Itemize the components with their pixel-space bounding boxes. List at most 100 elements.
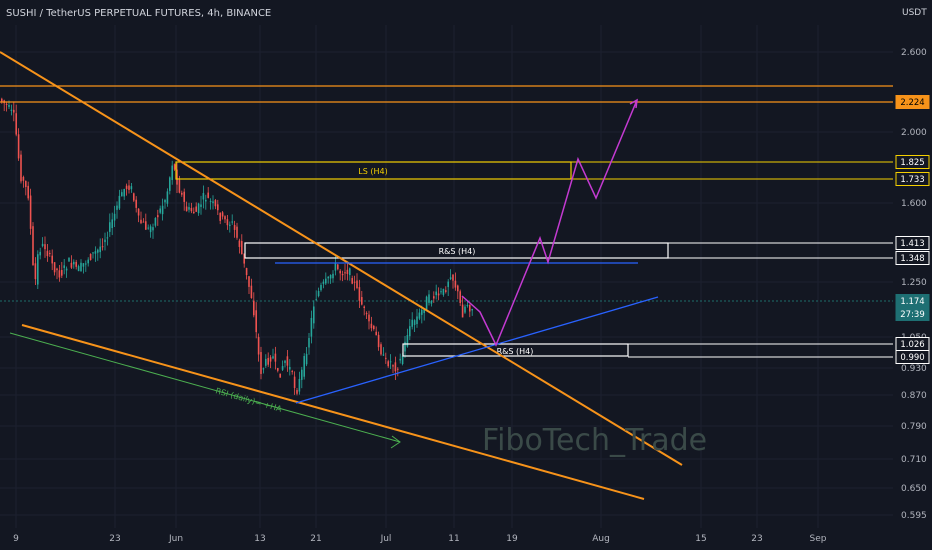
y-tick-label: 0.870: [901, 391, 927, 401]
candle-body: [22, 176, 25, 181]
price-badge-label: 1.026: [900, 340, 924, 350]
candle-body: [97, 249, 99, 253]
zone-box: [402, 343, 629, 357]
candle-body: [46, 250, 49, 257]
candle-body: [1, 98, 3, 102]
candle-body: [53, 262, 56, 273]
candle-body: [327, 276, 329, 279]
price-badge: [895, 251, 930, 265]
candle-body: [32, 226, 34, 266]
candle-body: [202, 193, 205, 200]
currency-label: USDT: [902, 8, 927, 18]
candle-body: [382, 354, 385, 356]
candle-body: [397, 368, 399, 370]
candle-body: [286, 356, 289, 366]
descending-trendline-upper: [0, 51, 683, 466]
candle-body: [51, 255, 53, 264]
y-tick-label: 0.790: [901, 422, 927, 432]
candle-body: [34, 263, 37, 280]
candle-body: [245, 267, 248, 275]
candle-body: [161, 205, 164, 215]
watermark: FiboTech_Trade: [482, 423, 707, 458]
candle-body: [193, 211, 195, 214]
candle-body: [58, 270, 61, 278]
candle-body: [221, 212, 224, 217]
candle-body: [241, 241, 243, 255]
candle-body: [123, 189, 125, 197]
candle-body: [89, 254, 92, 261]
candle-body: [339, 270, 341, 274]
candle-body: [68, 257, 70, 262]
candle-body: [219, 212, 221, 221]
candle-body: [188, 207, 190, 210]
candle-body: [413, 320, 416, 325]
candle-body: [116, 205, 118, 210]
candle-body: [423, 309, 425, 314]
candle-body: [130, 186, 133, 190]
candle-body: [113, 213, 116, 221]
candle-body: [135, 199, 137, 208]
candle-body: [154, 217, 157, 226]
candle-body: [236, 226, 238, 238]
candle-body: [281, 366, 284, 370]
x-tick-label: 11: [448, 534, 459, 544]
candle-body: [101, 246, 104, 248]
candle-body: [10, 109, 13, 111]
candle-body: [344, 272, 346, 274]
candle-body: [75, 261, 77, 267]
x-tick-label: Jul: [380, 534, 392, 544]
candle-body: [166, 191, 169, 204]
candle-body: [461, 304, 464, 318]
candle-body: [70, 262, 73, 268]
candle-body: [181, 192, 183, 195]
candle-body: [94, 251, 97, 254]
candle-body: [459, 291, 461, 303]
candle-body: [399, 358, 401, 361]
y-tick-label: 0.650: [901, 484, 927, 494]
candle-body: [313, 306, 315, 324]
candle-body: [106, 237, 109, 239]
candle-body: [411, 319, 413, 327]
candle-body: [260, 352, 262, 374]
candle-body: [375, 331, 377, 336]
candle-body: [346, 269, 349, 274]
y-tick-label: 0.710: [901, 455, 927, 465]
x-tick-label: 23: [109, 534, 120, 544]
x-tick-label: 13: [254, 534, 265, 544]
price-badge-label: 1.413: [900, 239, 924, 249]
candle-body: [329, 274, 332, 279]
candle-body: [358, 287, 361, 301]
candle-body: [454, 280, 457, 288]
candle-body: [457, 285, 459, 292]
candle-body: [289, 367, 291, 370]
candle-body: [363, 306, 365, 309]
y-tick-label: 2.000: [901, 128, 927, 138]
candle-body: [466, 305, 469, 307]
candle-body: [265, 358, 267, 366]
candle-body: [409, 326, 411, 337]
price-axis[interactable]: 2.6002.0001.6001.2501.0500.9300.8700.790…: [895, 48, 930, 521]
price-badge-label: 0.990: [900, 353, 924, 363]
candle-body: [425, 296, 428, 310]
candle-body: [125, 185, 128, 189]
y-tick-label: 1.250: [901, 278, 927, 288]
candle-body: [341, 273, 344, 276]
candle-body: [17, 134, 20, 159]
candle-body: [205, 199, 207, 202]
candle-body: [145, 221, 147, 230]
x-tick-label: 9: [13, 534, 19, 544]
candle-body: [104, 239, 106, 243]
price-badge-label: 2.224: [900, 98, 924, 108]
candle-body: [361, 297, 363, 305]
candle-body: [39, 251, 41, 256]
price-badge-label: 1.733: [900, 175, 924, 185]
candle-body: [233, 225, 236, 230]
candle-body: [121, 192, 123, 197]
time-axis[interactable]: 9 23 Jun 13 21 Jul 11 19 Aug 15 23 Sep: [13, 534, 827, 544]
price-badge-label: 27:39: [900, 310, 925, 320]
candle-body: [133, 193, 135, 201]
candle-body: [356, 280, 358, 289]
candle-body: [178, 179, 181, 193]
projection-arrow-head: [629, 98, 638, 109]
